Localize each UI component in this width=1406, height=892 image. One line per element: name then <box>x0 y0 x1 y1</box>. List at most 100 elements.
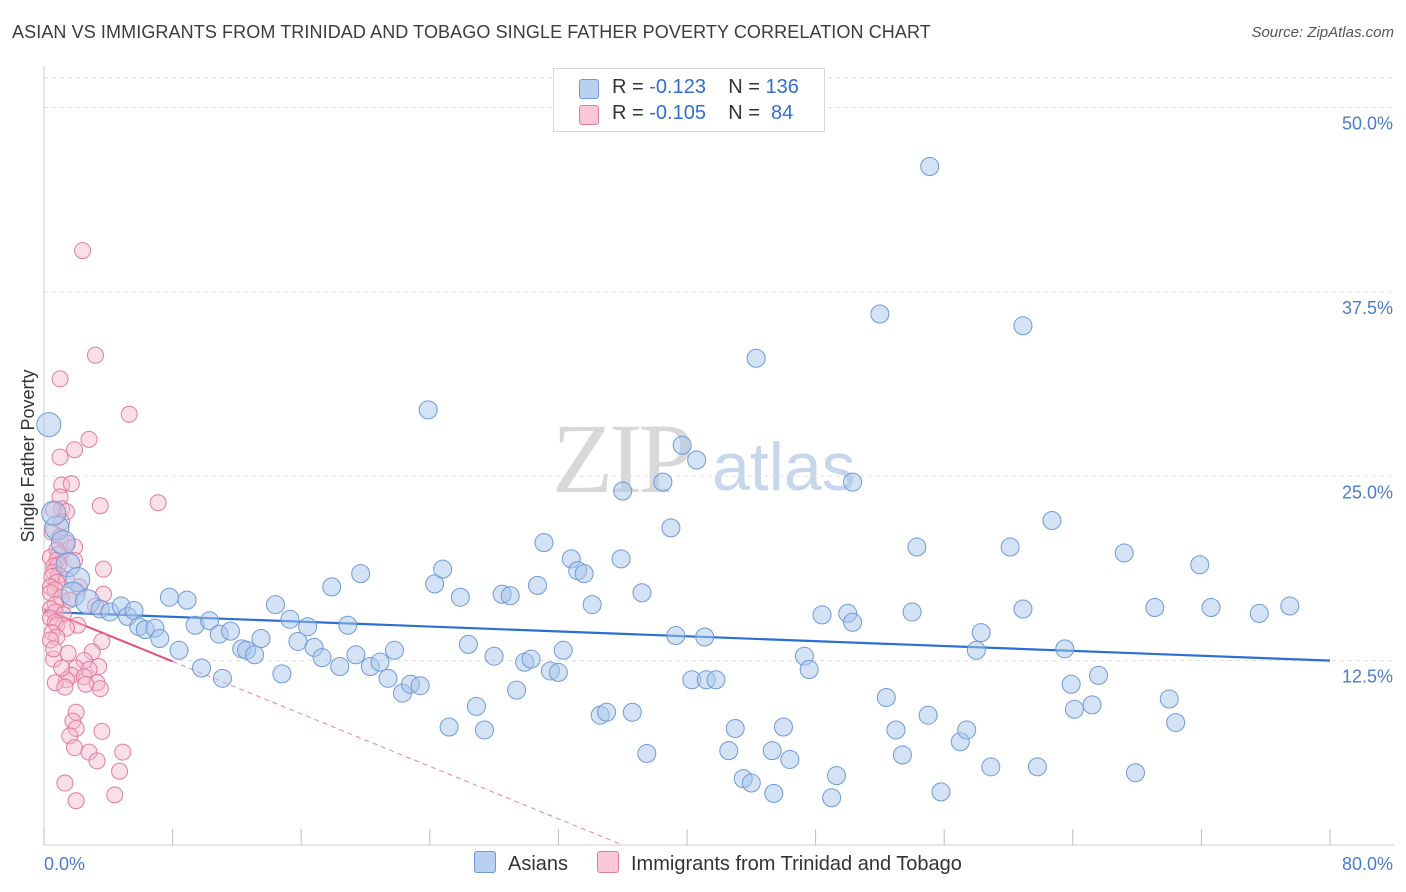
data-point-trinidad <box>62 475 80 493</box>
data-point-asians <box>780 749 800 769</box>
data-point-asians <box>1027 757 1047 777</box>
data-point-trinidad <box>111 762 129 780</box>
data-point-asians <box>1000 537 1020 557</box>
data-point-asians <box>1159 689 1179 709</box>
data-point-asians <box>843 612 863 632</box>
data-point-asians <box>425 574 445 594</box>
data-point-asians <box>920 157 940 176</box>
legend-swatch-trinidad <box>579 105 599 125</box>
trend-line-asians <box>43 610 1331 662</box>
data-point-asians <box>971 623 991 643</box>
data-point-trinidad <box>94 560 112 578</box>
legend-n-label: N = <box>728 76 760 98</box>
data-point-asians <box>666 626 686 646</box>
data-point-asians <box>1114 543 1134 563</box>
watermark-atlas: atlas <box>712 429 856 505</box>
data-point-asians <box>886 720 906 740</box>
data-point-asians <box>653 472 673 492</box>
data-point-asians <box>450 587 470 607</box>
data-point-asians <box>192 658 212 678</box>
data-point-asians <box>706 670 726 690</box>
data-point-asians <box>548 662 568 682</box>
bottom-legend-asians: Asians <box>474 851 568 876</box>
data-point-asians <box>622 702 642 722</box>
trend-lines <box>43 608 1331 846</box>
data-point-asians <box>611 549 631 569</box>
data-point-trinidad <box>51 370 69 388</box>
tick-labels: 12.5% 25.0% 37.5% 50.0% 0.0% 80.0% <box>44 114 1393 875</box>
data-point-asians <box>957 720 977 740</box>
data-point-trinidad <box>41 578 59 596</box>
legend-n-value: 84 <box>771 102 794 124</box>
legend-r-value: -0.123 <box>649 76 706 98</box>
data-point-asians <box>695 627 715 647</box>
data-point-asians <box>876 688 896 707</box>
data-point-trinidad <box>91 680 109 698</box>
data-point-asians <box>1166 713 1186 733</box>
data-point-trinidad <box>66 441 84 459</box>
data-point-asians <box>41 500 67 526</box>
data-point-asians <box>719 741 739 761</box>
data-point-asians <box>1280 596 1300 616</box>
data-point-trinidad <box>77 675 95 693</box>
data-point-asians <box>338 615 358 635</box>
data-point-asians <box>574 564 594 584</box>
data-point-trinidad <box>88 752 106 770</box>
data-point-asians <box>177 590 197 610</box>
data-point-asians <box>466 696 486 716</box>
data-point-asians <box>1013 316 1033 336</box>
y-axis-label: Single Father Poverty <box>18 369 38 542</box>
data-point-asians <box>632 583 652 603</box>
data-point-asians <box>1145 598 1165 618</box>
trend-line-trinidad-extension <box>172 660 623 846</box>
data-point-asians <box>741 773 761 793</box>
axes <box>43 66 1394 846</box>
data-point-asians <box>661 518 681 538</box>
data-point-asians <box>528 575 548 595</box>
bottom-legend-label-asians: Asians <box>508 853 569 875</box>
source-label: Source: ZipAtlas.com <box>1251 24 1394 41</box>
data-point-asians <box>36 412 62 438</box>
data-point-asians <box>322 577 342 597</box>
legend-label-asians: R = -0.123 N = 136 <box>612 76 799 99</box>
data-point-asians <box>1125 763 1145 783</box>
data-point-trinidad <box>56 774 74 792</box>
data-point-trinidad <box>106 786 124 804</box>
data-point-asians <box>124 600 144 620</box>
chart-title: ASIAN VS IMMIGRANTS FROM TRINIDAD AND TO… <box>12 22 931 42</box>
data-point-asians <box>330 657 350 677</box>
data-point-trinidad <box>46 674 64 692</box>
data-point-asians <box>981 757 1001 777</box>
data-point-trinidad <box>53 659 71 677</box>
data-point-trinidad <box>69 616 87 634</box>
data-point-asians <box>474 720 494 740</box>
data-point-asians <box>272 664 292 684</box>
data-point-asians <box>597 702 617 722</box>
data-point-asians <box>799 659 819 679</box>
data-point-asians <box>826 766 846 786</box>
data-point-asians <box>280 609 300 629</box>
gridlines <box>44 77 1394 662</box>
data-point-asians <box>1201 598 1221 618</box>
x-tick-label: 0.0% <box>44 854 85 874</box>
data-point-asians <box>169 640 189 660</box>
data-point-asians <box>1082 695 1102 715</box>
data-point-trinidad <box>86 346 104 364</box>
data-point-trinidad <box>120 405 138 423</box>
data-point-asians <box>384 640 404 660</box>
data-point-asians <box>500 586 520 606</box>
data-point-asians <box>1061 674 1081 694</box>
data-point-asians <box>1055 639 1075 659</box>
data-point-asians <box>966 640 986 660</box>
data-point-asians <box>378 668 398 688</box>
data-point-asians <box>892 745 912 765</box>
x-tick-label: 80.0% <box>1342 854 1393 874</box>
y-tick-label: 25.0% <box>1342 482 1393 502</box>
trend-line-trinidad <box>43 608 173 663</box>
data-point-asians <box>918 705 938 725</box>
data-point-asians <box>1190 555 1210 575</box>
data-point-asians <box>439 717 459 737</box>
legend-label-trinidad: R = -0.105 N = 84 <box>612 102 793 125</box>
data-point-asians <box>212 668 232 688</box>
data-point-asians <box>534 533 554 553</box>
